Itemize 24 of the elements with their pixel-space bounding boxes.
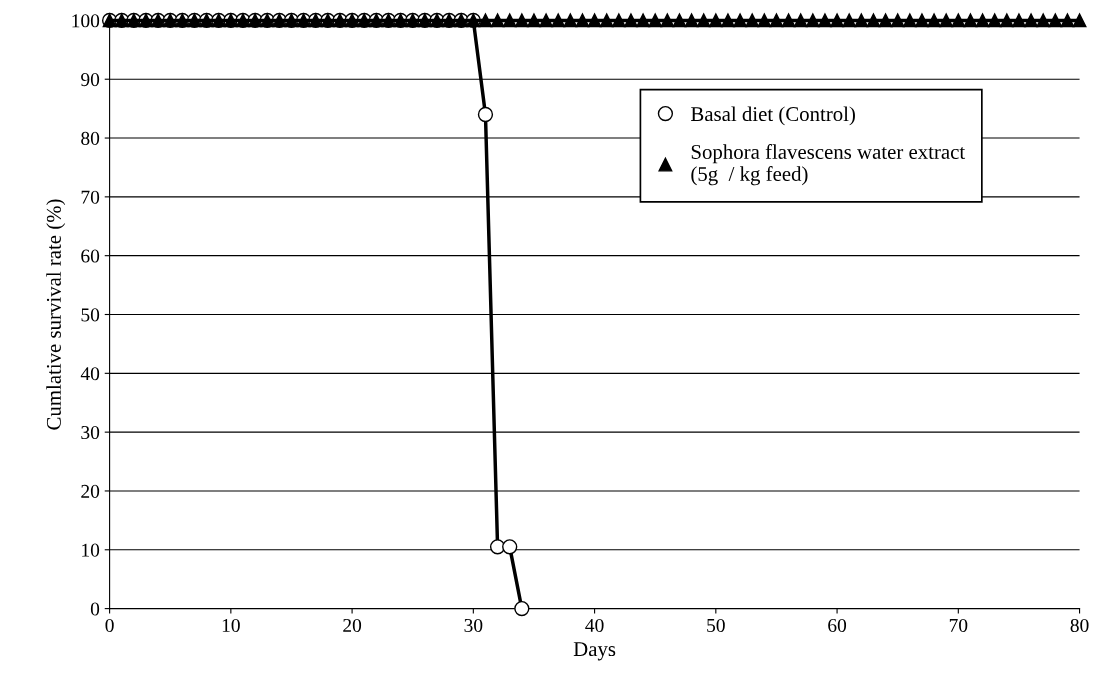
x-tick-label: 30: [464, 618, 483, 633]
y-tick-label: 20: [81, 484, 100, 498]
legend-label: Sophora flavescens water extract (5g / kg feed): [691, 144, 966, 186]
y-tick-label: 40: [80, 367, 100, 381]
x-tick-label: 50: [707, 618, 725, 633]
y-tick-label: 60: [81, 249, 100, 263]
legend-label: Basal diet (Control): [691, 106, 855, 126]
y-tick-label: 100: [72, 14, 100, 28]
y-tick-label: 70: [81, 190, 100, 204]
y-tick-label: 50: [81, 308, 100, 322]
x-tick-label: 70: [949, 618, 968, 633]
x-tick-label: 20: [343, 618, 362, 633]
x-tick-label: 80: [1070, 618, 1089, 633]
x-axis-title: Days: [573, 642, 616, 661]
y-tick-label: 90: [81, 73, 100, 87]
y-tick-label: 30: [81, 425, 100, 440]
x-tick-label: 40: [585, 618, 604, 633]
x-tick-label: 10: [222, 618, 240, 633]
y-tick-label: 10: [82, 543, 100, 557]
x-tick-label: 0: [105, 618, 114, 633]
y-axis-title: Cumlative survival rate (%): [46, 199, 66, 430]
x-tick-label: 60: [828, 618, 847, 633]
y-tick-label: 80: [81, 131, 100, 145]
y-tick-label: 0: [90, 602, 100, 616]
